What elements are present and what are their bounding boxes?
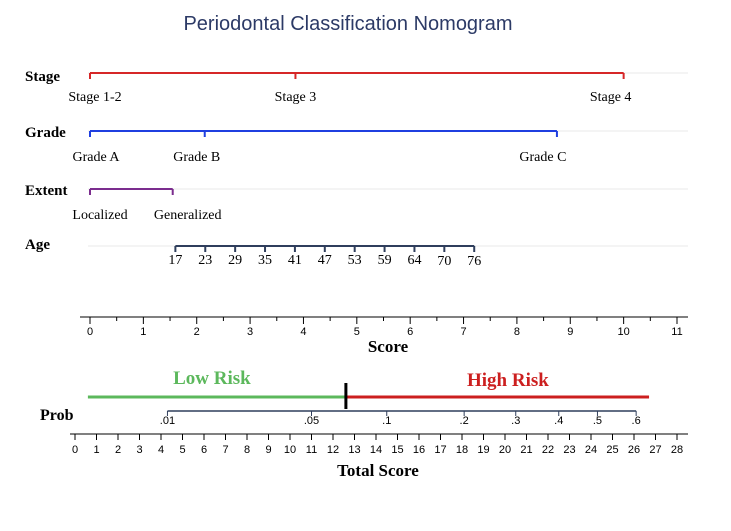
risk-bar: Low Risk High Risk bbox=[87, 368, 650, 409]
total-score-axis-tick-label: 11 bbox=[306, 444, 317, 456]
chart-title: Periodontal Classification Nomogram bbox=[183, 13, 512, 35]
total-score-axis-tick-label: 5 bbox=[179, 444, 185, 456]
score-axis-tick-label: 3 bbox=[247, 326, 253, 338]
total-score-axis-tick-label: 15 bbox=[391, 444, 403, 456]
total-score-axis-tick-label: 25 bbox=[606, 444, 618, 456]
total-score-axis-tick-label: 22 bbox=[542, 444, 554, 456]
variable-rows: Stage Stage 1-2 Stage 3 Stage 4 Grade Grade A… bbox=[25, 69, 688, 269]
total-score-axis-tick-label: 27 bbox=[649, 444, 661, 456]
variable-level-label: 70 bbox=[437, 254, 451, 269]
high-risk-label: High Risk bbox=[467, 370, 549, 391]
prob-axis-tick-label: .01 bbox=[160, 415, 175, 427]
variable-row-grade: Grade Grade A Grade B Grade C bbox=[25, 125, 688, 165]
total-score-axis-tick-label: 23 bbox=[563, 444, 575, 456]
score-axis-tick-label: 4 bbox=[300, 326, 306, 338]
total-score-axis-tick-label: 16 bbox=[413, 444, 425, 456]
variable-level-label: Stage 1-2 bbox=[68, 90, 121, 105]
score-axis-tick-label: 0 bbox=[87, 326, 93, 338]
variable-name: Extent bbox=[25, 183, 68, 199]
total-score-axis-tick-label: 14 bbox=[370, 444, 382, 456]
total-score-axis-tick-label: 12 bbox=[327, 444, 339, 456]
variable-row-extent: Extent Localized Generalized bbox=[25, 183, 688, 223]
variable-level-label: 29 bbox=[228, 253, 242, 268]
variable-name: Grade bbox=[25, 125, 66, 141]
total-score-axis-tick-label: 1 bbox=[93, 444, 99, 456]
variable-name: Stage bbox=[25, 69, 60, 85]
variable-level-label: 59 bbox=[378, 253, 392, 268]
score-axis-tick-label: 6 bbox=[407, 326, 413, 338]
variable-level-label: 23 bbox=[198, 253, 212, 268]
score-axis-tick-label: 10 bbox=[618, 326, 630, 338]
total-score-axis-tick-label: 7 bbox=[222, 444, 228, 456]
total-score-axis-tick-label: 20 bbox=[499, 444, 511, 456]
total-score-axis-tick-label: 2 bbox=[115, 444, 121, 456]
prob-axis-tick-label: .5 bbox=[593, 415, 602, 427]
prob-axis-tick-label: .2 bbox=[460, 415, 469, 427]
total-score-axis-tick-label: 26 bbox=[628, 444, 640, 456]
prob-axis-label: Prob bbox=[40, 407, 74, 424]
total-score-axis-tick-label: 28 bbox=[671, 444, 683, 456]
total-score-axis-tick-label: 4 bbox=[158, 444, 164, 456]
prob-axis-tick-label: .3 bbox=[511, 415, 520, 427]
variable-level-label: Localized bbox=[72, 208, 127, 223]
variable-level-label: 35 bbox=[258, 253, 272, 268]
score-axis-tick-label: 8 bbox=[514, 326, 520, 338]
total-score-axis-tick-label: 18 bbox=[456, 444, 468, 456]
total-score-axis-label: Total Score bbox=[337, 461, 419, 480]
prob-axis-tick-label: .05 bbox=[304, 415, 319, 427]
score-axis-tick-label: 1 bbox=[140, 326, 146, 338]
total-score-axis-tick-label: 21 bbox=[520, 444, 532, 456]
score-axis-tick-label: 11 bbox=[671, 326, 682, 338]
total-score-axis-tick-label: 6 bbox=[201, 444, 207, 456]
total-score-axis-tick-label: 0 bbox=[72, 444, 78, 456]
prob-axis-tick-label: .4 bbox=[554, 415, 563, 427]
total-score-axis-tick-label: 13 bbox=[348, 444, 360, 456]
variable-level-label: 64 bbox=[407, 253, 421, 268]
total-score-axis: 0 1 2 3 4 5 6 7 8 9 10 11 12 13 14 15 16 17 18 19 20 21 22 23 24… bbox=[70, 433, 688, 456]
variable-level-label: 76 bbox=[467, 254, 481, 269]
total-score-axis-tick-label: 3 bbox=[136, 444, 142, 456]
score-axis-tick-label: 9 bbox=[567, 326, 573, 338]
variable-level-label: Grade B bbox=[173, 150, 220, 165]
prob-axis: .01 .05 .1 .2 .3 .4 .5 .6 bbox=[160, 410, 641, 427]
score-axis-tick-label: 5 bbox=[354, 326, 360, 338]
total-score-axis-tick-label: 9 bbox=[265, 444, 271, 456]
score-axis-tick-label: 2 bbox=[194, 326, 200, 338]
variable-level-label: Grade C bbox=[519, 150, 566, 165]
variable-level-label: Stage 4 bbox=[590, 90, 632, 105]
variable-row-age: Age 17 23 29 35 41 47 53 59 64 70 76 bbox=[25, 237, 688, 269]
prob-axis-tick-label: .1 bbox=[382, 415, 391, 427]
variable-level-label: 53 bbox=[348, 253, 362, 268]
variable-level-label: 47 bbox=[318, 253, 332, 268]
score-axis-tick-label: 7 bbox=[460, 326, 466, 338]
total-score-axis-tick-label: 24 bbox=[585, 444, 597, 456]
total-score-axis-tick-label: 10 bbox=[284, 444, 296, 456]
variable-name: Age bbox=[25, 237, 50, 253]
variable-level-label: Grade A bbox=[72, 150, 120, 165]
score-axis: 0 1 2 3 4 5 6 7 8 9 10 11 bbox=[80, 316, 688, 338]
total-score-axis-tick-label: 8 bbox=[244, 444, 250, 456]
variable-level-label: 41 bbox=[288, 253, 302, 268]
total-score-axis-tick-label: 19 bbox=[477, 444, 489, 456]
variable-level-label: Generalized bbox=[154, 208, 222, 223]
score-axis-label: Score bbox=[368, 337, 409, 356]
total-score-axis-tick-label: 17 bbox=[434, 444, 446, 456]
prob-axis-tick-label: .6 bbox=[632, 415, 641, 427]
variable-row-stage: Stage Stage 1-2 Stage 3 Stage 4 bbox=[25, 69, 688, 105]
low-risk-label: Low Risk bbox=[173, 368, 251, 389]
variable-level-label: 17 bbox=[168, 253, 182, 268]
variable-level-label: Stage 3 bbox=[275, 90, 317, 105]
